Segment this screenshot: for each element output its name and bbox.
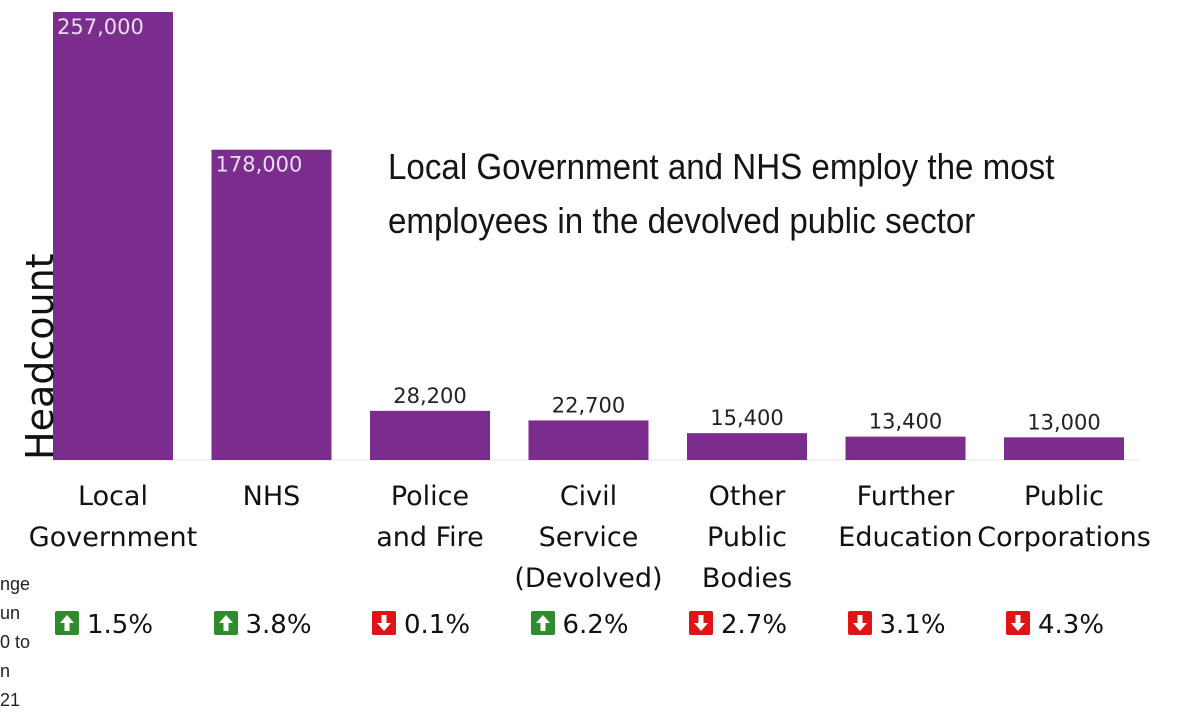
change-value: 0.1% (404, 610, 471, 640)
category-label-local-government: Local Government (18, 476, 208, 558)
bar-local-government (53, 12, 173, 460)
data-label-other-public-bodies: 15,400 (710, 406, 783, 430)
data-label-civil-service-devolved: 22,700 (552, 393, 625, 417)
chart-title: Local Government and NHS employ the most… (388, 140, 1115, 248)
bar-civil-service-devolved (528, 420, 649, 460)
data-label-public-corporations: 13,000 (1027, 410, 1100, 434)
arrow-down-icon (1006, 611, 1030, 635)
category-label-line: Education (838, 522, 973, 553)
change-civil-service-devolved: 6.2% (530, 610, 629, 640)
category-label-line: NHS (242, 481, 301, 512)
category-label-line: Other (708, 481, 786, 512)
change-value: 4.3% (1038, 610, 1105, 640)
category-label-line: Local (78, 481, 148, 512)
arrow-up-icon (55, 611, 79, 635)
bar-other-public-bodies (687, 433, 807, 460)
arrow-down-icon (689, 611, 713, 635)
legend-fragment: n (0, 661, 11, 681)
change-local-government: 1.5% (55, 610, 153, 640)
category-label-nhs: NHS (177, 476, 367, 517)
arrow-up-icon (213, 611, 238, 635)
category-label-line: Bodies (701, 563, 793, 594)
change-value: 6.2% (562, 610, 629, 640)
change-other-public-bodies: 2.7% (689, 610, 787, 640)
category-label-other-public-bodies: Other Public Bodies (652, 476, 842, 599)
category-label-line: Police (390, 481, 470, 512)
legend-fragment: 0 to (0, 632, 31, 652)
change-public-corporations: 4.3% (1006, 610, 1104, 640)
category-label-public-corporations: Public Corporations (969, 476, 1159, 558)
category-label-line: and Fire (376, 522, 484, 553)
data-label-police-and-fire: 28,200 (393, 384, 466, 408)
change-police-and-fire: 0.1% (372, 610, 470, 640)
category-label-line: Civil (559, 481, 618, 512)
change-further-education: 3.1% (847, 610, 946, 640)
bar-public-corporations (1004, 437, 1124, 460)
change-legend: nge un 0 to n 21 (0, 570, 40, 715)
bar-police-and-fire (370, 410, 490, 460)
data-label-nhs: 178,000 (216, 153, 303, 177)
legend-fragment: 21 (0, 690, 21, 710)
category-label-line: (Devolved) (514, 563, 663, 594)
category-label-line: Further (856, 481, 955, 512)
data-label-local-government: 257,000 (57, 15, 144, 39)
category-label-line: Service (538, 522, 639, 553)
category-label-further-education: Further Education (811, 476, 1001, 558)
chart-title-line-1: Local Government and NHS employ the most (388, 146, 1055, 187)
legend-fragment: un (0, 603, 21, 623)
data-label-further-education: 13,400 (869, 410, 942, 434)
category-label-line: Public (1024, 481, 1104, 512)
bar-nhs (211, 149, 332, 460)
category-label-line: Public (707, 522, 787, 553)
bar-further-education (845, 436, 966, 460)
arrow-down-icon (372, 611, 396, 635)
change-nhs: 3.8% (213, 610, 312, 640)
category-label-line: Government (28, 522, 198, 553)
category-label-civil-service-devolved: Civil Service (Devolved) (494, 476, 684, 599)
arrow-up-icon (530, 611, 555, 635)
change-value: 3.8% (245, 610, 312, 640)
change-value: 3.1% (879, 610, 946, 640)
chart-title-line-2: employees in the devolved public sector (388, 200, 976, 241)
legend-fragment: nge (0, 574, 31, 594)
y-axis-label: Headcount (18, 253, 62, 460)
category-label-line: Corporations (977, 522, 1151, 553)
category-label-police-and-fire: Police and Fire (335, 476, 525, 558)
arrow-down-icon (847, 611, 872, 635)
change-value: 2.7% (721, 610, 788, 640)
change-value: 1.5% (87, 610, 154, 640)
